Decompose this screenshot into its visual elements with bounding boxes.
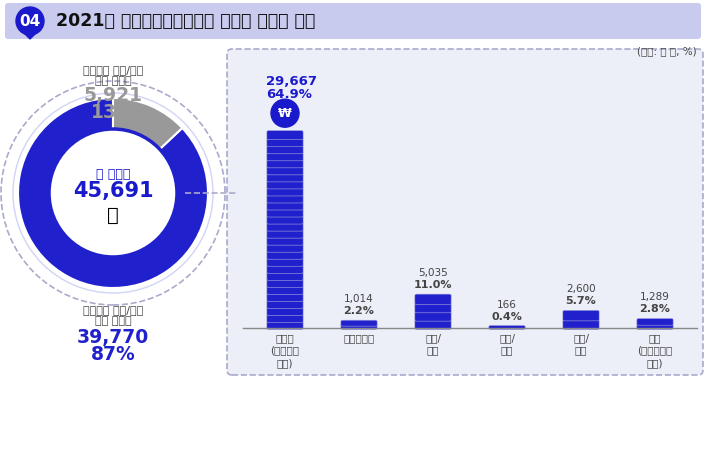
FancyBboxPatch shape: [267, 166, 303, 175]
Text: 교양/
시사: 교양/ 시사: [573, 333, 589, 355]
FancyBboxPatch shape: [267, 278, 303, 287]
FancyBboxPatch shape: [267, 257, 303, 266]
Text: ₩: ₩: [278, 107, 292, 120]
FancyBboxPatch shape: [267, 131, 303, 140]
Text: 13%: 13%: [90, 103, 136, 121]
FancyBboxPatch shape: [267, 320, 303, 329]
Text: 다큐멘터리: 다큐멘터리: [343, 333, 375, 343]
Text: 45,691: 45,691: [73, 181, 153, 201]
FancyBboxPatch shape: [267, 137, 303, 147]
FancyBboxPatch shape: [267, 271, 303, 280]
FancyBboxPatch shape: [267, 173, 303, 182]
FancyBboxPatch shape: [267, 145, 303, 154]
FancyBboxPatch shape: [267, 229, 303, 238]
Text: 5,921: 5,921: [83, 87, 143, 105]
Text: 프로그램 제작/납품: 프로그램 제작/납품: [83, 65, 143, 75]
FancyBboxPatch shape: [227, 49, 703, 375]
FancyBboxPatch shape: [563, 319, 599, 329]
FancyBboxPatch shape: [637, 318, 673, 325]
Text: 기타
(애니메이션
포함): 기타 (애니메이션 포함): [638, 333, 673, 368]
Text: 29,667: 29,667: [266, 75, 318, 87]
Text: 87%: 87%: [90, 345, 136, 365]
Text: 2.2%: 2.2%: [344, 306, 374, 316]
Text: 오락/
예능: 오락/ 예능: [425, 333, 441, 355]
Polygon shape: [22, 31, 38, 39]
Text: (단위: 억 원, %): (단위: 억 원, %): [638, 46, 697, 56]
Text: 1,014: 1,014: [344, 294, 374, 304]
FancyBboxPatch shape: [563, 310, 599, 321]
Text: 0.4%: 0.4%: [491, 312, 522, 322]
FancyBboxPatch shape: [267, 285, 303, 294]
Text: 총 매출액: 총 매출액: [96, 169, 130, 181]
Circle shape: [271, 99, 299, 127]
FancyBboxPatch shape: [267, 152, 303, 161]
Circle shape: [50, 130, 176, 256]
Text: 교육/
학습: 교육/ 학습: [499, 333, 515, 355]
Text: 드라마
(웹드라마
포함): 드라마 (웹드라마 포함): [270, 333, 299, 368]
FancyBboxPatch shape: [415, 311, 451, 321]
FancyBboxPatch shape: [489, 326, 525, 329]
FancyBboxPatch shape: [489, 326, 525, 329]
Circle shape: [16, 7, 44, 35]
Wedge shape: [18, 98, 208, 288]
Text: 5,035: 5,035: [418, 267, 448, 278]
FancyBboxPatch shape: [267, 299, 303, 308]
FancyBboxPatch shape: [267, 215, 303, 224]
Text: 11.0%: 11.0%: [414, 279, 453, 289]
Text: 프로그램 제작/납품: 프로그램 제작/납품: [83, 305, 143, 315]
FancyBboxPatch shape: [267, 250, 303, 259]
FancyBboxPatch shape: [267, 201, 303, 210]
FancyBboxPatch shape: [267, 194, 303, 203]
FancyBboxPatch shape: [267, 243, 303, 252]
FancyBboxPatch shape: [637, 323, 673, 329]
Text: 2.8%: 2.8%: [640, 305, 671, 315]
FancyBboxPatch shape: [267, 306, 303, 316]
Text: 📷: 📷: [107, 206, 119, 224]
FancyBboxPatch shape: [267, 264, 303, 273]
Text: 2,600: 2,600: [566, 284, 596, 294]
Wedge shape: [113, 98, 182, 150]
Text: 39,770: 39,770: [77, 328, 149, 348]
Text: 166: 166: [497, 300, 517, 310]
FancyBboxPatch shape: [415, 302, 451, 313]
Text: 5.7%: 5.7%: [566, 296, 597, 306]
Text: 04: 04: [19, 13, 41, 28]
FancyBboxPatch shape: [267, 236, 303, 245]
Text: 64.9%: 64.9%: [266, 87, 312, 101]
FancyBboxPatch shape: [5, 3, 701, 39]
Text: 2021년 방송영상독립제작사 장르별 매출액 현황: 2021년 방송영상독립제작사 장르별 매출액 현황: [56, 12, 316, 30]
Text: 1,289: 1,289: [640, 293, 670, 302]
Text: 이외 매출액: 이외 매출액: [95, 76, 131, 86]
Text: 관련 매출액: 관련 매출액: [95, 316, 131, 326]
FancyBboxPatch shape: [267, 292, 303, 301]
FancyBboxPatch shape: [415, 319, 451, 329]
FancyBboxPatch shape: [341, 320, 377, 326]
FancyBboxPatch shape: [267, 313, 303, 322]
FancyBboxPatch shape: [267, 187, 303, 196]
FancyBboxPatch shape: [341, 323, 377, 329]
FancyBboxPatch shape: [267, 222, 303, 231]
FancyBboxPatch shape: [267, 208, 303, 217]
FancyBboxPatch shape: [267, 158, 303, 168]
FancyBboxPatch shape: [415, 294, 451, 305]
FancyBboxPatch shape: [267, 180, 303, 189]
